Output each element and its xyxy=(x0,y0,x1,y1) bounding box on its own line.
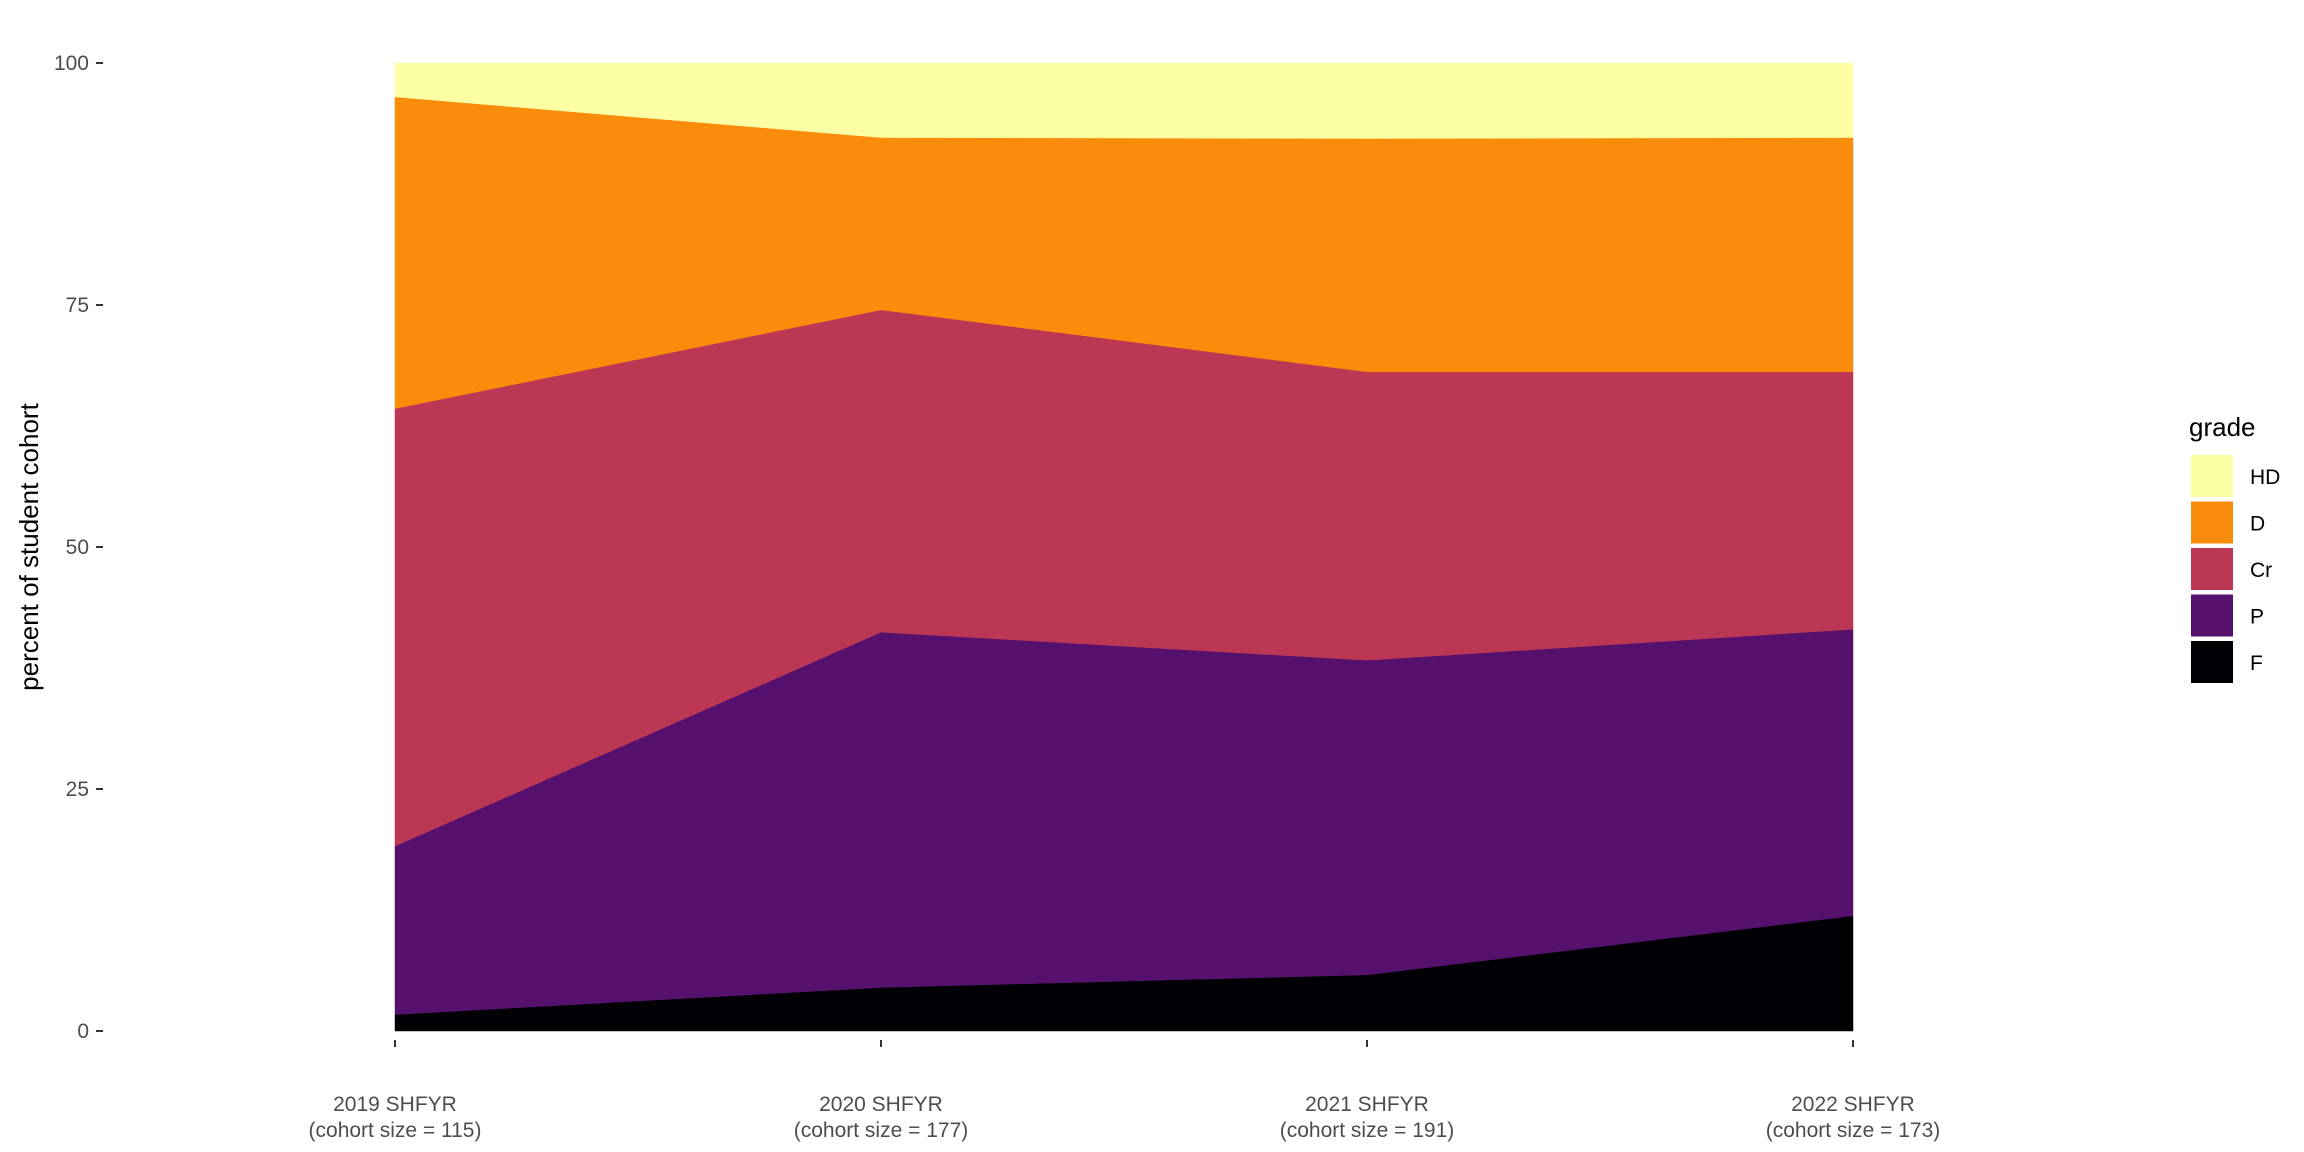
legend-label-hd: HD xyxy=(2250,466,2280,489)
legend-label-d: D xyxy=(2250,513,2265,536)
y-axis: 0 25 50 75 100 xyxy=(54,52,103,1043)
legend-label-cr: Cr xyxy=(2250,559,2272,582)
x-tick-label: (cohort size = 173) xyxy=(1766,1119,1941,1142)
legend-key-d xyxy=(2189,499,2235,546)
y-tick-label: 100 xyxy=(54,52,89,75)
y-tick-label: 50 xyxy=(66,536,89,559)
legend: grade HD D Cr PF xyxy=(2189,412,2280,685)
x-tick-label: (cohort size = 115) xyxy=(309,1119,482,1142)
y-tick-label: 75 xyxy=(66,294,89,317)
y-tick-label: 25 xyxy=(66,778,89,801)
legend-key-f xyxy=(2189,639,2235,685)
x-tick-label: 2020 SHFYR xyxy=(819,1093,943,1116)
area-hd xyxy=(394,62,1854,139)
area-layers xyxy=(394,62,1854,1032)
x-tick-label: 2022 SHFYR xyxy=(1791,1093,1915,1116)
legend-label-p: P xyxy=(2250,606,2264,629)
y-axis-title: percent of student cohort xyxy=(14,402,44,690)
y-tick-label: 0 xyxy=(77,1020,89,1043)
x-tick-label: 2021 SHFYR xyxy=(1305,1093,1429,1116)
x-axis: 2019 SHFYR (cohort size = 115) 2020 SHFYR (… xyxy=(309,1040,1941,1142)
legend-title: grade xyxy=(2189,412,2256,442)
legend-key-hd xyxy=(2189,453,2235,499)
legend-key-p xyxy=(2189,592,2235,639)
legend-key-cr xyxy=(2189,546,2235,592)
legend-label-f: F xyxy=(2250,652,2263,675)
x-tick-label: (cohort size = 177) xyxy=(794,1119,969,1142)
x-tick-label: 2019 SHFYR xyxy=(333,1093,457,1116)
x-tick-label: (cohort size = 191) xyxy=(1280,1119,1455,1142)
